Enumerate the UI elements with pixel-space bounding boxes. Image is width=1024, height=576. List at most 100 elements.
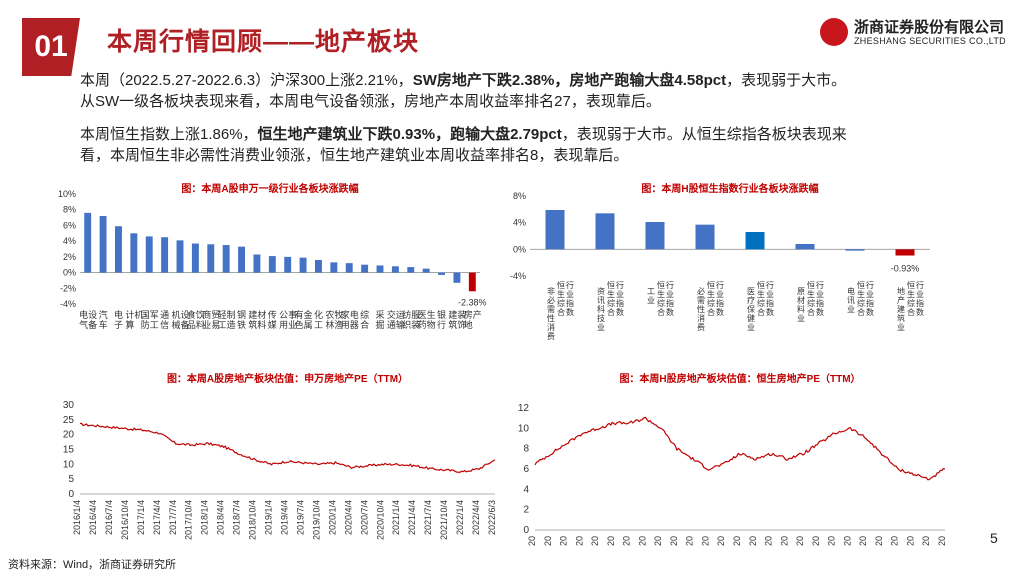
para2-bold: 恒生地产建筑业下跌0.93%，跑输大盘2.79pct (257, 126, 562, 143)
x-tick-label: 综合 (360, 309, 369, 330)
x-tick-label: 20 (622, 536, 632, 546)
x-tick-label: 事业 (288, 309, 297, 330)
x-tick-label: 2022/4/4 (471, 500, 481, 535)
bar (468, 272, 476, 292)
x-tick-label: 地产建筑业 (897, 286, 905, 332)
source-note: 资料来源：Wind，浙商证券研究所 (8, 559, 177, 571)
x-tick-label: 运输 (396, 310, 405, 330)
x-tick-label: 2020/1/4 (327, 500, 337, 535)
x-tick-label: 20 (716, 536, 726, 546)
x-tick-label: 恒生综合 (707, 280, 715, 317)
y-tick-label: 25 (63, 415, 75, 426)
x-tick-label: 机 (134, 309, 143, 320)
x-tick-label: 行业指数 (866, 280, 874, 317)
page-title: 本周行情回顾——地产板块 (107, 28, 420, 56)
x-tick-label: 行业指数 (766, 280, 774, 317)
chart-a-share-property-pe: 图：本周A股房地产板块估值：申万房地产PE（TTM）30252015105020… (63, 372, 497, 540)
x-tick-label: 20 (559, 536, 569, 546)
x-tick-label: 2018/10/4 (248, 500, 258, 540)
bar (330, 262, 338, 273)
x-tick-label: 行业指数 (666, 280, 674, 317)
data-label: -0.93% (891, 264, 920, 274)
y-tick-label: 10 (63, 459, 75, 470)
x-tick-label: 交通 (387, 309, 396, 330)
bar (695, 224, 715, 250)
x-tick-label: 电气 (79, 309, 88, 330)
chart-title: 图：本周A股房地产板块估值：申万房地产PE（TTM） (167, 372, 408, 385)
bar (795, 244, 815, 250)
bar (161, 237, 169, 273)
y-tick-label: 0% (63, 268, 76, 278)
y-tick-label: -2% (60, 283, 76, 293)
bar (745, 232, 765, 250)
bar (84, 212, 92, 273)
x-tick-label: 生物 (427, 309, 436, 330)
x-tick-label: 20 (764, 536, 774, 546)
x-tick-label: 20 (905, 536, 915, 546)
bar (207, 244, 215, 273)
x-tick-label: 通信 (160, 310, 169, 330)
bar (299, 257, 307, 273)
x-tick-label: 行业指数 (716, 280, 724, 317)
y-tick-label: -4% (510, 271, 526, 281)
x-tick-label: 2018/7/4 (232, 500, 242, 535)
x-tick-label: 机械 (171, 309, 180, 330)
x-tick-label: 20 (937, 536, 947, 546)
y-tick-label: 0 (68, 489, 74, 500)
x-tick-label: 2019/4/4 (280, 500, 290, 535)
bar (130, 233, 138, 273)
logo-text-en: ZHESHANG SECURITIES CO.,LTD (854, 36, 1006, 46)
x-tick-label: 20 (700, 536, 710, 546)
bar (345, 263, 353, 273)
bar (191, 243, 199, 273)
x-tick-label: 银行 (437, 309, 446, 330)
x-tick-label: 恒生综合 (907, 280, 915, 317)
bar (361, 264, 369, 273)
y-tick-label: 4 (523, 484, 529, 495)
x-tick-label: 2018/1/4 (200, 500, 210, 535)
x-tick-label: 制造 (227, 309, 236, 330)
bar (422, 268, 430, 273)
x-tick-label: 20 (669, 536, 679, 546)
x-tick-label: 20 (779, 536, 789, 546)
y-tick-label: 0% (513, 244, 526, 254)
x-tick-label: 牧渔 (334, 309, 343, 330)
chart-h-share-sector-returns: 图：本周H股恒生指数行业各板块涨跌幅8%4%0%-4%-0.93%恒生综合行业指… (510, 182, 930, 341)
x-tick-label: 建筑 (248, 309, 257, 330)
x-tick-label: 食品 (187, 309, 196, 330)
x-tick-label: 20 (921, 536, 931, 546)
chart-title: 图：本周H股房地产板块估值：恒生房地产PE（TTM） (619, 372, 860, 385)
x-tick-label: 行业指数 (816, 280, 824, 317)
x-tick-label: 商业 (202, 309, 211, 330)
para2-text-end: ，表现弱于大市。从恒生综指各板块表现来 (561, 126, 847, 143)
x-tick-label: 2020/7/4 (359, 500, 369, 535)
x-tick-label: 20 (685, 536, 695, 546)
y-tick-label: 6 (523, 464, 529, 475)
x-tick-label: 20 (748, 536, 758, 546)
bar (595, 213, 615, 250)
bar (391, 266, 399, 273)
x-tick-label: 恒生综合 (857, 280, 865, 317)
para1-line2: 从SW一级各板块表现来看，本周电气设备领涨，房地产本周收益率排名27，表现靠后。 (80, 93, 661, 110)
summary-paragraph-h-share: 本周恒生指数上涨1.86%，恒生地产建筑业下跌0.93%，跑输大盘2.79pct… (80, 124, 1000, 166)
x-tick-label: 恒生综合 (757, 280, 765, 317)
x-tick-label: 设备 (88, 310, 97, 330)
x-tick-label: 2021/1/4 (391, 500, 401, 535)
x-tick-label: 20 (732, 536, 742, 546)
y-tick-label: 10 (518, 423, 530, 434)
bar (176, 240, 184, 273)
x-tick-label: 20 (811, 536, 821, 546)
x-tick-label: 2017/1/4 (136, 500, 146, 535)
x-tick-label: 行业指数 (916, 280, 924, 317)
chart-title: 图：本周H股恒生指数行业各板块涨跌幅 (641, 182, 818, 195)
x-tick-label: 传媒 (268, 309, 277, 330)
x-tick-label: 20 (653, 536, 663, 546)
x-tick-label: 家用 (341, 309, 350, 330)
x-tick-label: 饮料 (196, 309, 205, 330)
x-tick-label: 电讯业 (847, 286, 855, 314)
bar (253, 254, 261, 273)
bar (145, 236, 153, 273)
x-tick-label: 2017/10/4 (184, 500, 194, 540)
x-tick-label: 化工 (314, 309, 323, 330)
chart-a-share-sector-returns: 图：本周A股申万一级行业各板块涨跌幅 10% 8% 6% 4% 2% 0% -2% -4% -2.… (58, 182, 487, 330)
